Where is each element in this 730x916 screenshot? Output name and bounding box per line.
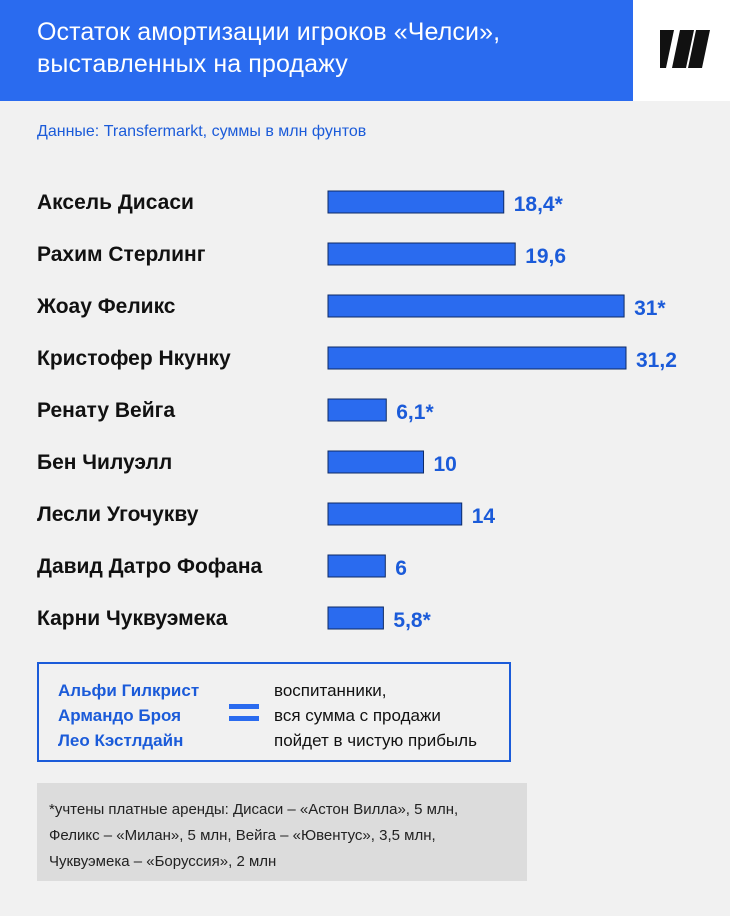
footnote-line: *учтены платные аренды: Дисаси – «Астон … [49,801,459,818]
bar [327,346,627,370]
equals-icon [229,704,259,724]
academy-name: Альфи Гилкрист [58,681,200,700]
data-label: 6 [395,557,407,580]
data-label: 18,4* [514,193,564,216]
data-label: 10 [434,453,457,476]
academy-desc-line: воспитанники, [274,681,387,700]
bar [327,554,386,578]
footnote-line: Феликс – «Милан», 5 млн, Вейга – «Ювенту… [49,827,436,844]
data-label: 31,2 [636,349,677,372]
bar [327,294,625,318]
bar [327,450,425,474]
bar [327,606,384,630]
academy-note: Альфи Гилкрист Армандо Броя Лео Кэстлдай… [37,662,511,762]
category-label: Рахим Стерлинг [37,243,206,266]
bar [327,502,463,526]
data-label: 5,8* [393,609,431,632]
academy-desc-line: вся сумма с продажи [274,706,441,725]
bar [327,398,387,422]
data-label: 6,1* [396,401,434,424]
category-label: Ренату Вейга [37,399,175,422]
publisher-logo-icon [660,30,710,68]
footnote: *учтены платные аренды: Дисаси – «Астон … [37,783,527,881]
academy-names: Альфи Гилкрист Армандо Броя Лео Кэстлдай… [58,678,199,753]
data-label: 31* [634,297,666,320]
academy-desc-line: пойдет в чистую прибыль [274,731,477,750]
logo-box [633,0,730,101]
bar-chart: Аксель Дисаси 18,4* Рахим Стерлинг 19,6 Жоау… [36,190,677,632]
page-title: Остаток амортизации игроков «Челси», выс… [37,18,501,78]
category-label: Жоау Феликс [36,295,176,318]
academy-name: Армандо Броя [58,706,182,725]
footnote-line: Чуквуэмека – «Боруссия», 2 млн [49,853,277,870]
data-label: 19,6 [525,245,566,268]
category-label: Лесли Угочукву [37,503,199,526]
header-banner: Остаток амортизации игроков «Челси», выс… [0,0,633,101]
chart-source: Данные: Transfermarkt, суммы в млн фунто… [37,123,367,140]
category-label: Карни Чуквуэмека [37,607,228,630]
category-label: Давид Датро Фофана [37,555,263,578]
category-label: Бен Чилуэлл [37,451,172,474]
data-label: 14 [472,505,496,528]
academy-description: воспитанники, вся сумма с продажи пойдет… [274,678,477,753]
academy-name: Лео Кэстлдайн [58,731,184,750]
bar [327,190,505,214]
bar [327,242,516,266]
category-label: Кристофер Нкунку [37,347,231,370]
category-label: Аксель Дисаси [37,191,194,214]
